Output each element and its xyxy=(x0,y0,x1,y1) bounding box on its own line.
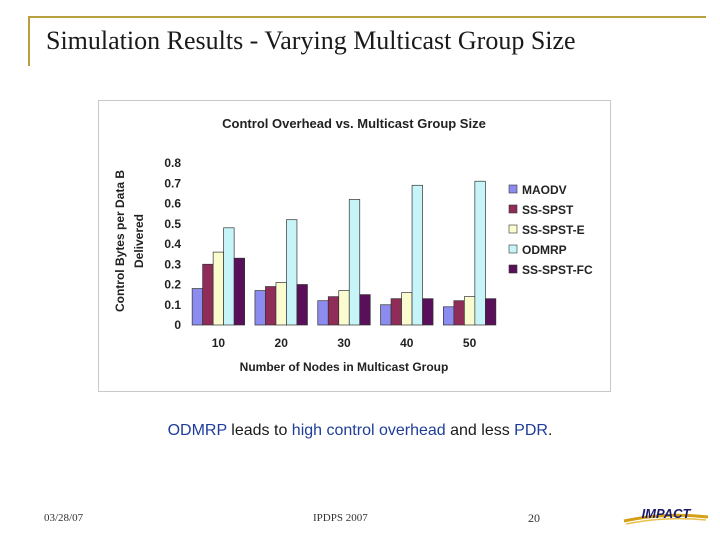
bar-odmrp-20 xyxy=(286,219,298,326)
y-tick-label: 0.3 xyxy=(164,257,181,271)
bar-ss-spst-10 xyxy=(202,263,214,326)
bar-ss-spst-fc-40 xyxy=(422,298,434,326)
page-number: 20 xyxy=(528,511,540,525)
bar-ss-spst-fc-30 xyxy=(359,294,371,326)
legend-label-odmrp: ODMRP xyxy=(522,243,567,257)
bar-odmrp-10 xyxy=(223,227,235,326)
footer-conference: IPDPS 2007 xyxy=(313,512,368,524)
y-axis-label: Delivered xyxy=(132,214,146,268)
bar-odmrp-40 xyxy=(411,184,423,326)
bar-ss-spst-e-40 xyxy=(401,292,413,326)
title-frame-top-line xyxy=(28,16,706,18)
bar-ss-spst-40 xyxy=(390,298,402,326)
legend-label-ss-spst-fc: SS-SPST-FC xyxy=(522,263,593,277)
caption: ODMRP leads to high control overhead and… xyxy=(0,422,720,440)
bar-ss-spst-fc-20 xyxy=(296,284,308,326)
legend-label-maodv: MAODV xyxy=(522,183,567,197)
bar-ss-spst-e-20 xyxy=(275,282,287,326)
y-tick-label: 0.7 xyxy=(164,176,181,190)
bar-ss-spst-fc-50 xyxy=(485,298,497,326)
y-tick-label: 0.6 xyxy=(164,197,181,211)
legend-swatch-odmrp xyxy=(508,244,518,254)
slide-title: Simulation Results - Varying Multicast G… xyxy=(46,26,576,55)
bar-maodv-50 xyxy=(443,306,455,326)
bar-maodv-10 xyxy=(191,288,204,326)
bar-maodv-40 xyxy=(380,304,392,326)
chart-title: Control Overhead vs. Multicast Group Siz… xyxy=(222,116,486,131)
impact-logo: IMPACT xyxy=(623,506,709,525)
bar-ss-spst-30 xyxy=(327,296,340,326)
caption-part-1: leads to xyxy=(226,422,292,439)
caption-part-3: and less xyxy=(445,422,515,439)
x-tick-label: 10 xyxy=(212,336,226,350)
bar-odmrp-50 xyxy=(474,180,486,326)
x-tick-label: 40 xyxy=(400,336,414,350)
caption-part-2: high control overhead xyxy=(291,422,446,439)
caption-part-0: ODMRP xyxy=(167,422,227,439)
y-axis-label: Control Bytes per Data B xyxy=(113,170,127,312)
x-axis-label: Number of Nodes in Multicast Group xyxy=(240,360,449,374)
legend-swatch-maodv xyxy=(508,184,518,194)
bar-ss-spst-e-30 xyxy=(338,290,350,326)
x-tick-label: 50 xyxy=(463,336,477,350)
svg-text:IMPACT: IMPACT xyxy=(642,506,692,521)
bar-ss-spst-50 xyxy=(453,300,465,326)
bar-odmrp-30 xyxy=(348,199,361,326)
caption-part-4: PDR xyxy=(514,422,548,439)
legend-swatch-ss-spst-e xyxy=(508,224,518,234)
chart-container: Control Overhead vs. Multicast Group Siz… xyxy=(98,100,611,392)
x-tick-label: 30 xyxy=(337,336,351,350)
bar-ss-spst-e-10 xyxy=(212,251,225,326)
x-tick-label: 20 xyxy=(275,336,289,350)
footer-date: 03/28/07 xyxy=(44,512,84,524)
bar-ss-spst-fc-10 xyxy=(233,257,245,326)
bar-maodv-30 xyxy=(317,300,329,326)
legend-label-ss-spst-e: SS-SPST-E xyxy=(522,223,585,237)
y-tick-label: 0.1 xyxy=(164,298,181,312)
title-frame-left-line xyxy=(28,16,30,66)
legend-label-ss-spst: SS-SPST xyxy=(522,203,574,217)
bar-chart: Control Overhead vs. Multicast Group Siz… xyxy=(113,116,593,374)
y-tick-label: 0.5 xyxy=(164,217,181,231)
bar-ss-spst-20 xyxy=(265,286,277,326)
y-tick-label: 0.8 xyxy=(164,156,181,170)
bar-maodv-20 xyxy=(254,290,266,326)
y-tick-label: 0 xyxy=(174,318,181,332)
caption-part-5: . xyxy=(547,422,553,439)
y-tick-label: 0.2 xyxy=(164,278,181,292)
legend-swatch-ss-spst xyxy=(508,204,518,214)
legend-swatch-ss-spst-fc xyxy=(508,264,518,274)
bar-ss-spst-e-50 xyxy=(464,296,476,326)
y-tick-label: 0.4 xyxy=(164,237,181,251)
